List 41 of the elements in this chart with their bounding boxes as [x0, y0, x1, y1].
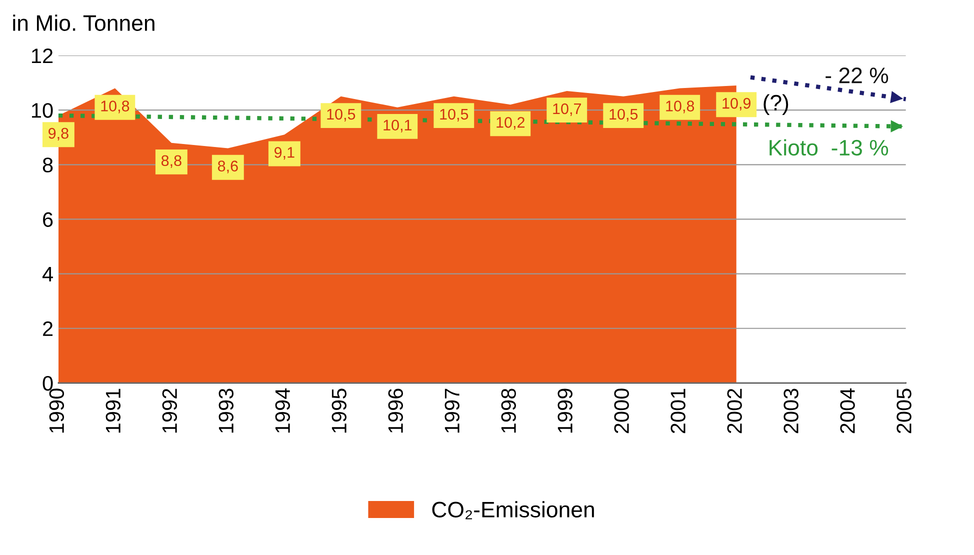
x-tick-label: 1995	[332, 388, 346, 433]
data-label: 10,8	[666, 100, 694, 114]
legend-label: CO₂-Emissionen	[432, 501, 594, 520]
data-label: 10,9	[722, 98, 750, 111]
x-tick-label: 2004	[840, 388, 855, 434]
data-label: 10,7	[553, 103, 581, 116]
x-tick-label: 1997	[444, 388, 460, 433]
annotation: (?)	[764, 94, 788, 115]
annotation: Kioto -13 %	[770, 139, 888, 156]
x-tick-label: 2002	[727, 388, 742, 434]
data-label: 10,5	[440, 108, 468, 122]
x-tick-label: 2000	[614, 388, 629, 434]
y-tick-label: 12	[32, 48, 53, 64]
y-axis-title: in Mio. Tonnen	[13, 14, 154, 31]
y-tick-label: 0	[42, 376, 53, 391]
x-tick-label: 1990	[49, 388, 64, 433]
data-label: 9,8	[48, 128, 68, 141]
x-tick-label: 1993	[218, 388, 234, 433]
x-tick-label: 2001	[670, 388, 686, 434]
y-tick-label: 10	[32, 103, 53, 118]
x-tick-label: 1992	[162, 388, 178, 433]
data-label: 10,8	[101, 100, 130, 114]
y-tick-label: 8	[42, 158, 53, 172]
y-tick-label: 4	[42, 267, 53, 282]
y-tick-label: 2	[43, 321, 53, 336]
data-label: 8,6	[218, 160, 238, 174]
data-label: 10,1	[384, 120, 412, 132]
x-tick-label: 1999	[558, 388, 572, 433]
x-tick-label: 1991	[106, 388, 121, 433]
data-label: 10,5	[610, 108, 638, 122]
data-label: 10,5	[327, 108, 356, 122]
data-label: 9,1	[274, 147, 294, 160]
x-tick-label: 1998	[501, 388, 516, 433]
data-label: 8,8	[161, 155, 182, 168]
x-tick-label: 2003	[784, 388, 798, 434]
x-tick-label: 1994	[275, 388, 290, 433]
y-tick-label: 6	[43, 212, 53, 227]
x-tick-label: 2005	[896, 388, 912, 434]
data-label: 10,2	[496, 117, 524, 130]
annotation: - 22 %	[826, 68, 888, 84]
x-tick-label: 1996	[388, 388, 403, 433]
